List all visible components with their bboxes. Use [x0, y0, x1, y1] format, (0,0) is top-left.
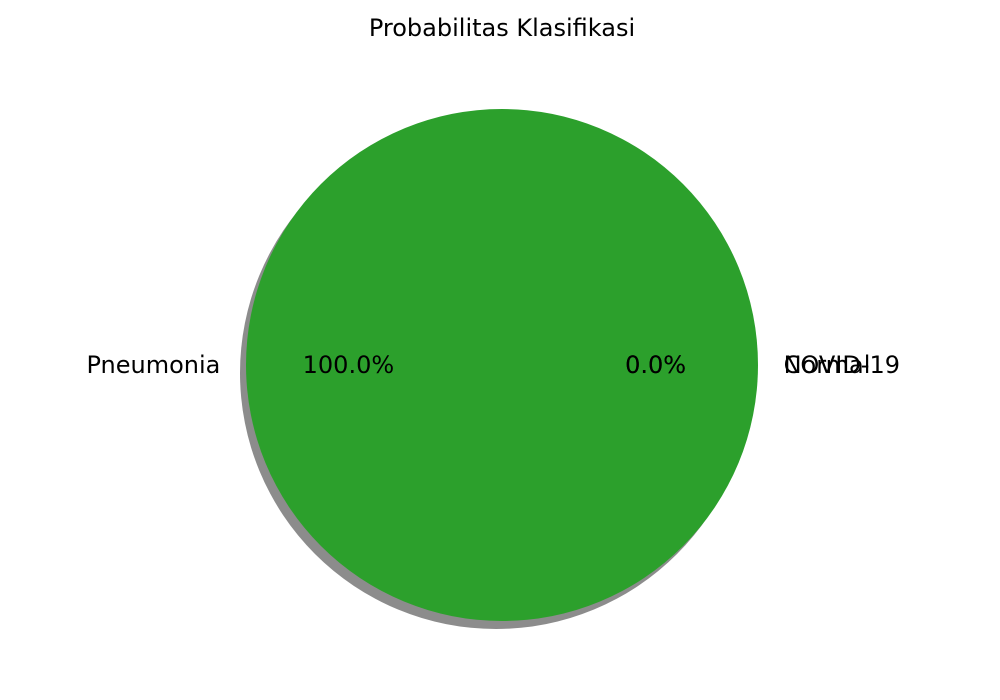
- pie-slices: [240, 109, 758, 629]
- slice-label-covid-19: COVID-19: [784, 351, 900, 379]
- pct-label-covid-19: 0.0%: [625, 351, 686, 379]
- pct-label-normal: 0.0%: [625, 351, 686, 379]
- pie-slice-pneumonia: [246, 109, 758, 621]
- chart-title: Probabilitas Klasifikasi: [369, 14, 635, 42]
- pct-label-pneumonia: 100.0%: [303, 351, 395, 379]
- slice-label-normal: Normal: [784, 351, 871, 379]
- slice-label-pneumonia: Pneumonia: [87, 351, 221, 379]
